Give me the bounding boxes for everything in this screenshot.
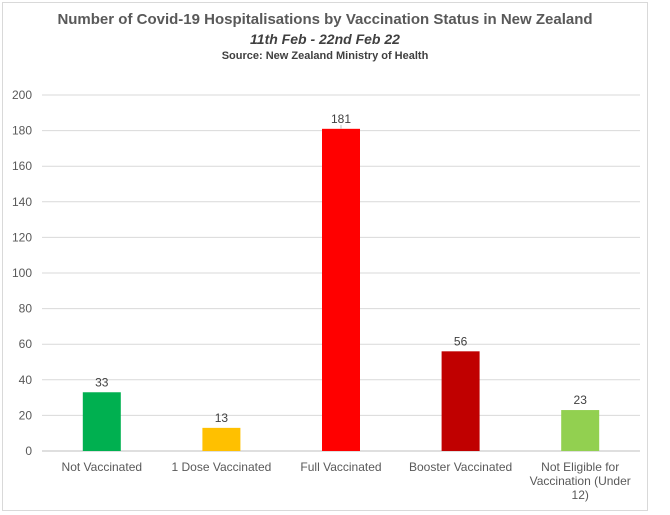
data-label: 181: [331, 112, 351, 126]
y-tick-label: 180: [12, 124, 32, 138]
chart-subtitle: 11th Feb - 22nd Feb 22: [250, 31, 400, 47]
bar: [561, 410, 600, 451]
y-tick-label: 40: [19, 373, 33, 387]
y-tick-label: 200: [12, 88, 32, 102]
x-tick-label: 12): [572, 488, 589, 502]
data-label: 33: [95, 375, 109, 389]
data-label: 23: [574, 393, 588, 407]
data-label: 56: [454, 334, 468, 348]
x-tick-label: Booster Vaccinated: [409, 460, 512, 474]
bar: [202, 427, 241, 451]
bar: [322, 128, 360, 451]
chart-title: Number of Covid-19 Hospitalisations by V…: [57, 11, 593, 28]
chart-source: Source: New Zealand Ministry of Health: [221, 50, 429, 62]
x-tick-label: 1 Dose Vaccinated: [171, 460, 271, 474]
x-tick-label: Full Vaccinated: [300, 460, 381, 474]
y-tick-label: 0: [25, 444, 32, 458]
y-tick-label: 120: [12, 230, 32, 244]
x-tick-label: Vaccination (Under: [530, 474, 631, 488]
y-tick-label: 20: [19, 408, 33, 422]
y-tick-label: 140: [12, 195, 32, 209]
y-tick-label: 60: [19, 337, 33, 351]
data-label: 13: [215, 411, 229, 425]
y-tick-label: 80: [19, 302, 33, 316]
x-tick-label: Not Vaccinated: [62, 460, 143, 474]
bar: [441, 351, 480, 451]
y-tick-label: 100: [12, 266, 32, 280]
x-tick-label: Not Eligible for: [541, 460, 619, 474]
y-tick-label: 160: [12, 159, 32, 173]
bar: [82, 392, 121, 451]
chart-header: Number of Covid-19 Hospitalisations by V…: [0, 10, 650, 64]
